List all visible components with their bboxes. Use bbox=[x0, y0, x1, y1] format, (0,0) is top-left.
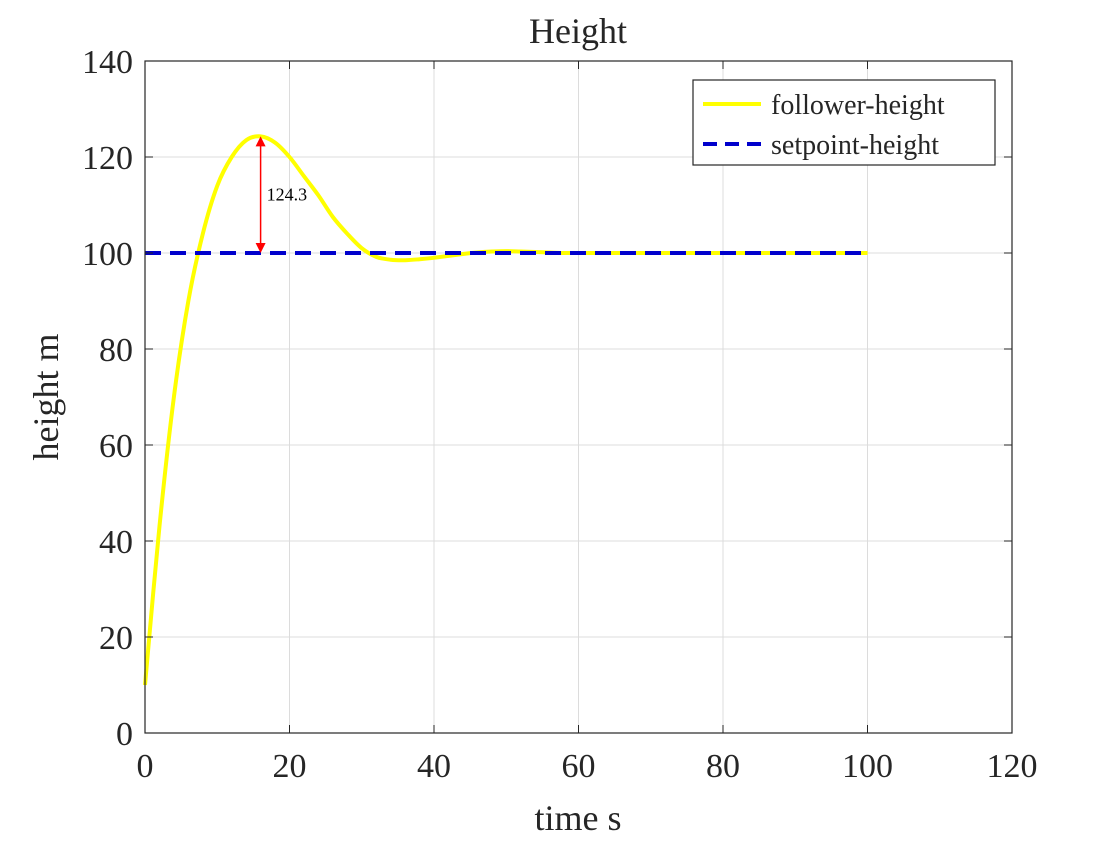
legend-box bbox=[692, 79, 996, 166]
y-tick-label: 40 bbox=[99, 524, 133, 561]
y-tick-label: 120 bbox=[82, 140, 133, 177]
y-tick-label: 0 bbox=[116, 716, 133, 753]
x-tick-label: 80 bbox=[706, 748, 740, 785]
annotation-arrowhead-bottom bbox=[255, 243, 266, 253]
y-tick-label: 100 bbox=[82, 236, 133, 273]
follower-height-line bbox=[143, 134, 868, 686]
legend-entry-label: setpoint-height bbox=[771, 130, 939, 161]
series-layer bbox=[143, 134, 868, 686]
x-axis-label: time s bbox=[535, 798, 622, 838]
x-tick-label: 120 bbox=[987, 748, 1038, 785]
legend-entry-label: follower-height bbox=[771, 90, 945, 121]
annotation-label: 124.3 bbox=[267, 185, 308, 205]
y-tick-label: 60 bbox=[99, 428, 133, 465]
chart-title: Height bbox=[529, 11, 627, 51]
y-tick-label: 140 bbox=[82, 44, 133, 81]
x-tick-label: 60 bbox=[562, 748, 596, 785]
x-tick-label: 100 bbox=[842, 748, 893, 785]
legend[interactable]: follower-height setpoint-height bbox=[692, 79, 996, 166]
x-tick-label: 20 bbox=[273, 748, 307, 785]
x-tick-label: 0 bbox=[137, 748, 154, 785]
y-tick-label: 20 bbox=[99, 620, 133, 657]
axes-frame: 0 20 40 60 80 100 120 0 20 40 60 80 100 120 140 bbox=[82, 44, 1038, 785]
y-axis-label: height m bbox=[26, 334, 66, 461]
y-tick-label: 80 bbox=[99, 332, 133, 369]
x-tick-label: 40 bbox=[417, 748, 451, 785]
annotation-layer: 124.3 bbox=[255, 136, 308, 253]
annotation-arrowhead-top bbox=[255, 136, 266, 147]
